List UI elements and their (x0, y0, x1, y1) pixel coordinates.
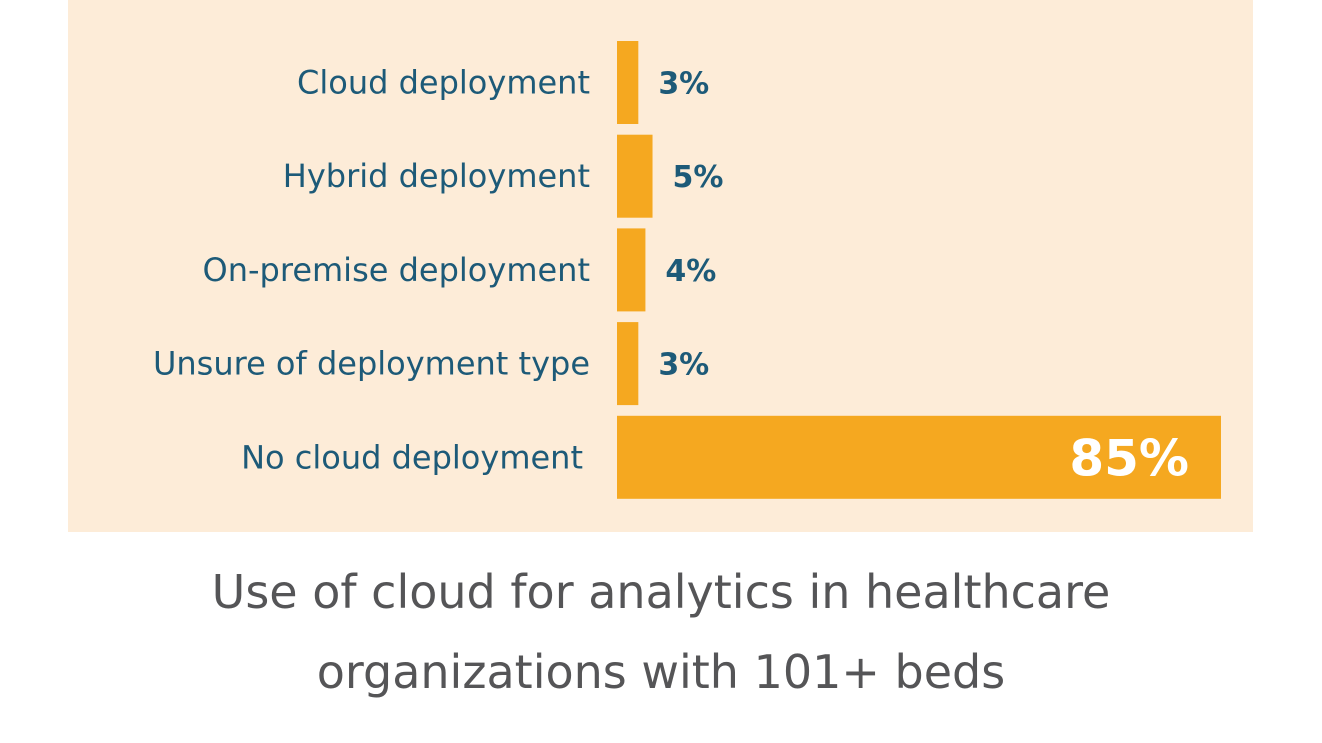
chart-title-line-1: Use of cloud for analytics in healthcare (211, 565, 1111, 619)
category-label-3: Unsure of deployment type (153, 345, 590, 383)
bar-2 (617, 228, 646, 312)
category-label-1: Hybrid deployment (283, 157, 590, 195)
value-label-0: 3% (658, 67, 709, 102)
chart-title-line-2: organizations with 101+ beds (316, 645, 1006, 699)
chart-panel: Cloud deployment 3% Hybrid deployment 5% On-… (68, 0, 1253, 532)
bar-chart: Cloud deployment 3% Hybrid deployment 5% On-… (68, 0, 1253, 532)
category-label-2: On-premise deployment (203, 251, 590, 289)
category-label-0: Cloud deployment (297, 64, 590, 102)
bar-3 (617, 322, 639, 406)
value-label-2: 4% (665, 254, 716, 289)
category-label-4: No cloud deployment (241, 438, 583, 476)
chart-title: Use of cloud for analytics in healthcare… (0, 552, 1322, 712)
value-label-1: 5% (673, 160, 724, 195)
bar-1 (617, 134, 653, 218)
value-label-4: 85% (1069, 429, 1189, 487)
bar-4 (617, 415, 1221, 499)
bar-0 (617, 41, 639, 124)
value-label-3: 3% (658, 348, 709, 383)
